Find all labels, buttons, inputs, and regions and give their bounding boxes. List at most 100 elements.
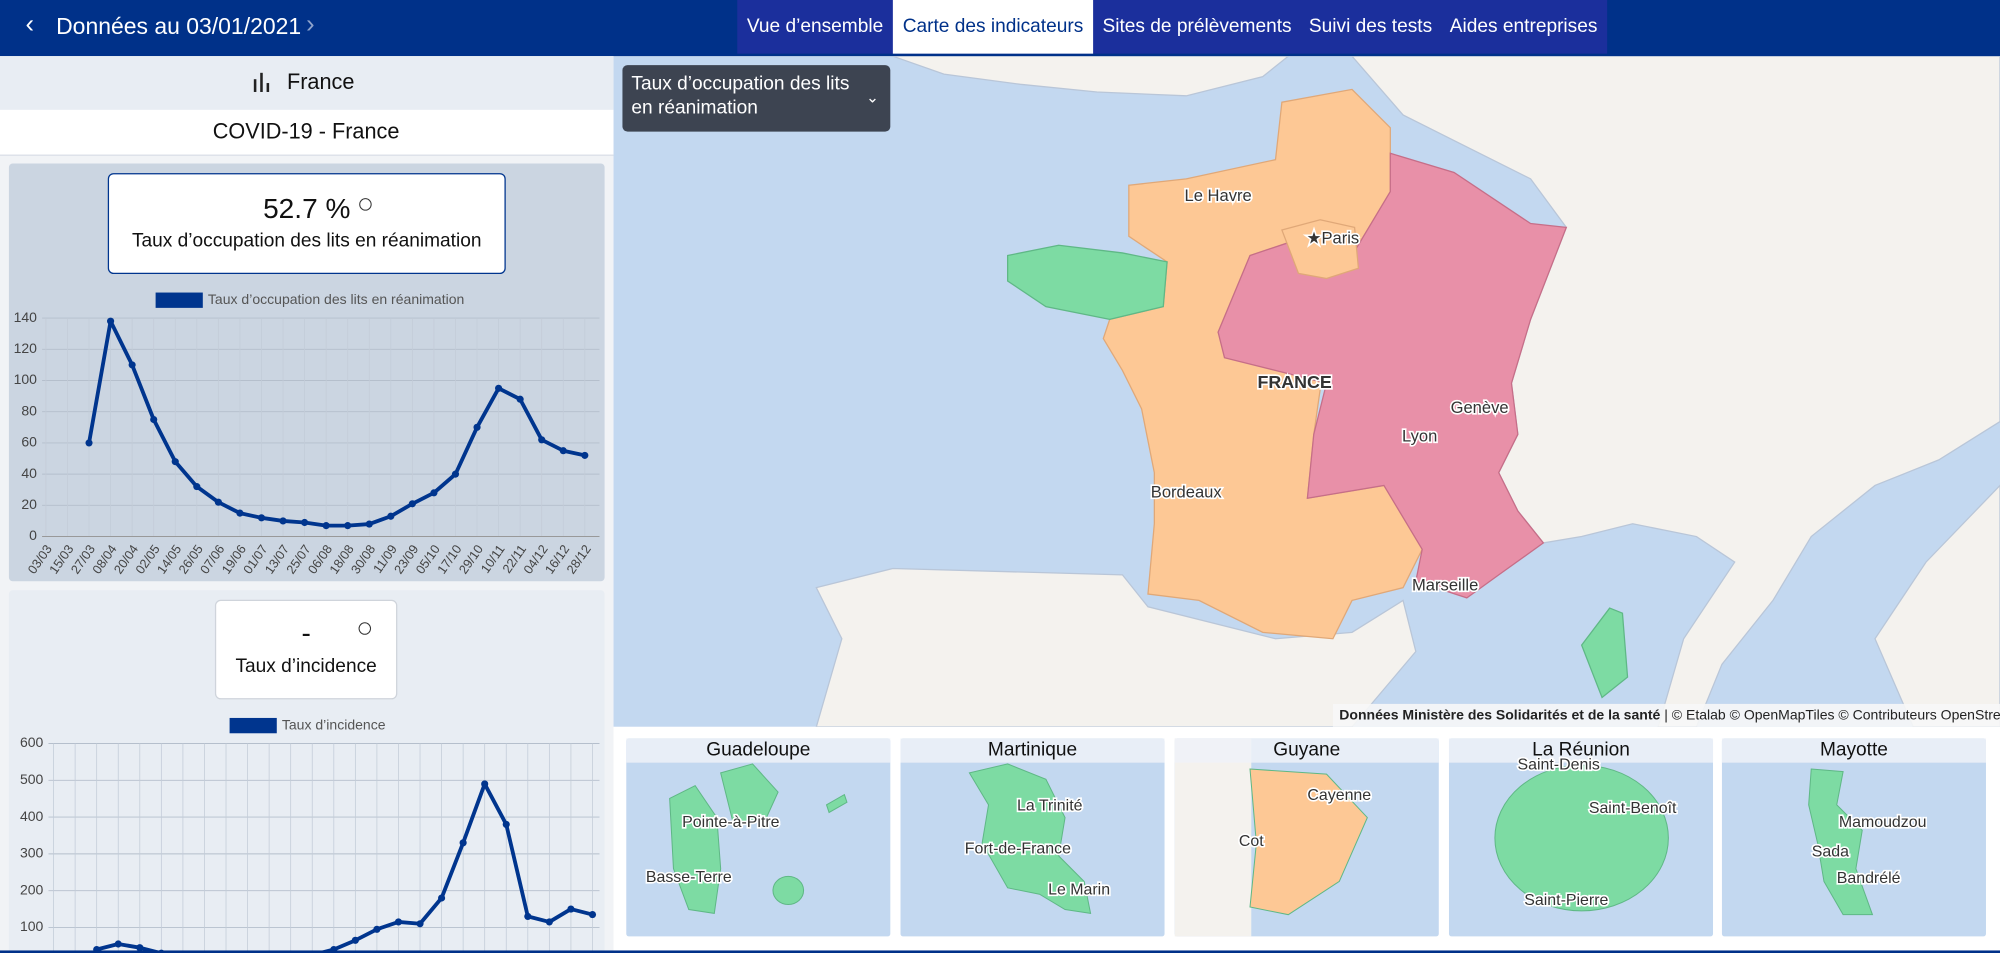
panel-title: Guyane bbox=[1273, 740, 1340, 761]
place-label: FRANCE bbox=[1257, 372, 1331, 392]
land bbox=[1874, 484, 2000, 727]
region-orange[interactable] bbox=[1281, 219, 1360, 280]
panel-land bbox=[1174, 738, 1252, 937]
data-point bbox=[214, 498, 222, 506]
region-green[interactable] bbox=[1007, 244, 1168, 321]
data-point bbox=[322, 522, 330, 530]
data-point bbox=[581, 451, 589, 459]
region-green[interactable] bbox=[1580, 607, 1629, 699]
prev-arrow[interactable]: ‹ bbox=[26, 10, 34, 38]
legend-swatch bbox=[155, 292, 203, 308]
place-label: Cayenne bbox=[1307, 787, 1371, 804]
panel-sea bbox=[626, 738, 891, 937]
data-point bbox=[545, 918, 553, 926]
overseas-panel[interactable]: Guyane Cayenne Cot bbox=[1174, 738, 1439, 937]
territory bbox=[1494, 764, 1669, 912]
y-tick-label: 500 bbox=[20, 771, 44, 787]
place-label: ★Paris bbox=[1307, 228, 1360, 247]
territory bbox=[1249, 768, 1368, 916]
data-point bbox=[136, 944, 144, 952]
data-point bbox=[365, 520, 373, 528]
data-point bbox=[473, 423, 481, 431]
attribution-bg bbox=[1332, 703, 2000, 727]
y-tick-label: 200 bbox=[20, 881, 44, 897]
info-icon[interactable] bbox=[359, 198, 372, 211]
overseas-panel[interactable]: Guadeloupe Pointe-à-Pitre Basse-Terre bbox=[626, 738, 891, 937]
overseas-panel[interactable]: Mayotte Mamoudzou Sada Bandrélé bbox=[1721, 738, 1986, 937]
data-point bbox=[257, 514, 266, 522]
y-tick-label: 80 bbox=[21, 402, 37, 418]
overseas-panel[interactable]: Martinique La Trinité Fort-de-France Le Mar… bbox=[900, 738, 1165, 937]
place-label: Bordeaux bbox=[1151, 482, 1223, 501]
data-point bbox=[451, 470, 460, 478]
indicator-label: Taux d’occupation des lits en réanimatio… bbox=[631, 72, 850, 119]
tab[interactable]: Vue d’ensemble bbox=[747, 16, 883, 37]
y-tick-label: 100 bbox=[20, 918, 44, 934]
data-point bbox=[516, 395, 524, 403]
data-point bbox=[538, 436, 546, 444]
territory bbox=[1808, 768, 1874, 916]
tab[interactable]: Sites de prélèvements bbox=[1103, 16, 1292, 37]
data-point bbox=[459, 839, 467, 847]
separator bbox=[0, 154, 614, 156]
y-tick-label: 40 bbox=[21, 465, 37, 481]
series-line bbox=[96, 782, 593, 953]
attribution-source: Données Ministère des Solidarités et de … bbox=[1339, 706, 1660, 722]
data-point bbox=[430, 489, 438, 497]
kpi-value: - bbox=[301, 617, 310, 648]
data-point bbox=[128, 361, 136, 369]
data-point bbox=[351, 936, 359, 944]
place-label: Saint-Pierre bbox=[1524, 892, 1608, 909]
y-tick-label: 120 bbox=[14, 340, 38, 356]
indicator-select[interactable] bbox=[622, 65, 891, 132]
y-tick-label: 400 bbox=[20, 808, 44, 824]
tab[interactable]: Suivi des tests bbox=[1309, 16, 1432, 37]
territory bbox=[669, 784, 722, 914]
land bbox=[892, 56, 1290, 97]
place-label: Le Havre bbox=[1184, 186, 1251, 205]
scope-row[interactable] bbox=[0, 56, 614, 110]
panel-title: La Réunion bbox=[1532, 740, 1630, 761]
kpi-box bbox=[107, 173, 506, 275]
data-point bbox=[301, 518, 309, 527]
map[interactable]: Le Havre ★Paris FRANCE Genève Lyon Bordeaux Ma… bbox=[613, 56, 2000, 727]
legend-swatch bbox=[229, 717, 277, 734]
data-point bbox=[438, 894, 446, 902]
kpi-caption: Taux d’incidence bbox=[235, 656, 376, 677]
panel-title-bg bbox=[1448, 738, 1714, 763]
place-label: Genève bbox=[1451, 398, 1509, 417]
info-icon[interactable] bbox=[358, 622, 372, 635]
land bbox=[815, 567, 1417, 727]
y-tick-label: 100 bbox=[14, 371, 38, 387]
select-chevron: ⌄ bbox=[866, 89, 879, 106]
data-point bbox=[588, 910, 597, 919]
attribution-credits[interactable]: | © Etalab © OpenMapTiles © Contributeur… bbox=[1664, 706, 2000, 722]
active-tab bbox=[892, 0, 1094, 54]
tab[interactable]: Aides entreprises bbox=[1450, 16, 1598, 37]
attribution: Données Ministère des Solidarités et de … bbox=[1339, 706, 2000, 722]
panel-title-bg bbox=[1721, 738, 1986, 763]
data-point bbox=[373, 925, 381, 933]
sidebar-title: COVID-19 - France bbox=[213, 119, 400, 144]
map-labels: Le Havre ★Paris FRANCE Genève Lyon Bordeaux Ma… bbox=[1149, 185, 1510, 597]
data-point bbox=[193, 483, 201, 491]
y-tick-label: 60 bbox=[21, 434, 37, 450]
data-point bbox=[344, 522, 352, 530]
tab[interactable]: Carte des indicateurs bbox=[903, 16, 1084, 37]
y-tick-label: 140 bbox=[14, 309, 38, 325]
next-arrow[interactable]: › bbox=[306, 10, 314, 38]
data-point bbox=[85, 439, 93, 447]
title-row bbox=[0, 109, 614, 156]
territory bbox=[825, 793, 848, 814]
legend-label: Taux d’occupation des lits en réanimatio… bbox=[208, 291, 464, 307]
y-tick-label: 20 bbox=[21, 496, 37, 512]
data-point bbox=[559, 447, 567, 455]
place-label: Cot bbox=[1239, 833, 1264, 850]
panel-title: Mayotte bbox=[1820, 740, 1888, 761]
chart-icon bbox=[253, 72, 270, 92]
panel-title: Guadeloupe bbox=[706, 740, 810, 761]
kpi-value: 52.7 % bbox=[263, 193, 350, 224]
